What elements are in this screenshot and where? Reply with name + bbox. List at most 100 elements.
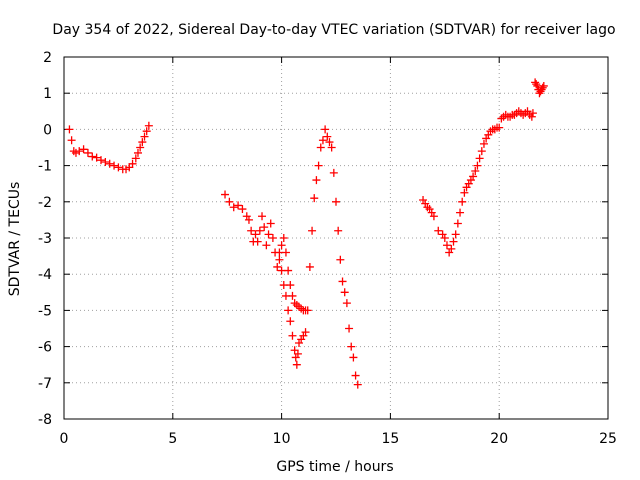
y-tick-label: -5 — [38, 303, 52, 319]
x-tick-labels: 0 5 10 15 20 25 — [60, 431, 617, 447]
series-segment-4 — [419, 123, 504, 257]
data-point — [258, 212, 267, 221]
data-point — [458, 197, 467, 206]
data-point — [347, 342, 356, 351]
data-point — [260, 223, 269, 232]
data-point — [136, 143, 145, 152]
y-tick-label: -2 — [38, 195, 52, 211]
data-point — [321, 125, 330, 134]
data-point — [255, 226, 264, 235]
data-point — [528, 109, 537, 118]
data-point — [334, 226, 343, 235]
axis-ticks — [63, 56, 609, 420]
data-point — [75, 147, 84, 156]
data-point — [292, 360, 301, 369]
series-segment-2 — [221, 190, 310, 315]
data-point — [453, 219, 462, 228]
y-tick-label: -1 — [38, 159, 52, 175]
data-point — [96, 156, 105, 165]
data-point — [323, 132, 332, 141]
data-point — [345, 324, 354, 333]
data-point — [105, 159, 114, 168]
data-point — [279, 234, 288, 242]
y-tick-labels: -8 -7 -6 -5 -4 -3 -2 -1 0 1 2 — [38, 50, 52, 428]
data-point — [128, 159, 137, 168]
data-point — [308, 226, 317, 235]
data-point — [312, 176, 321, 185]
data-point — [340, 288, 349, 297]
y-tick-label: -3 — [38, 231, 52, 247]
x-tick-label: 15 — [381, 431, 399, 447]
data-point — [273, 262, 282, 271]
data-point — [479, 139, 488, 148]
data-point — [83, 148, 92, 157]
data-point — [310, 194, 319, 203]
data-point — [225, 197, 234, 206]
y-tick-label: -7 — [38, 376, 52, 392]
data-point — [449, 237, 458, 246]
data-point — [65, 125, 74, 134]
data-point — [316, 143, 325, 152]
data-point — [314, 161, 323, 170]
data-point — [532, 80, 541, 89]
data-point — [264, 230, 273, 239]
data-point — [286, 317, 295, 326]
data-point — [301, 328, 310, 337]
data-point — [477, 147, 486, 156]
data-point — [318, 136, 327, 145]
data-point — [342, 299, 351, 308]
x-tick-label: 10 — [273, 431, 291, 447]
data-point — [67, 136, 76, 145]
data-point — [131, 154, 140, 163]
data-point — [327, 143, 336, 152]
data-point — [138, 138, 147, 147]
data-point — [284, 306, 293, 315]
y-tick-label: -8 — [38, 412, 52, 428]
x-tick-label: 0 — [60, 431, 69, 447]
data-point — [349, 353, 358, 362]
data-point — [101, 157, 110, 166]
data-point — [221, 190, 230, 199]
data-point — [277, 241, 286, 250]
data-point — [251, 230, 260, 239]
data-point — [325, 138, 334, 147]
data-point — [275, 255, 284, 264]
data-point — [140, 132, 149, 141]
data-point — [429, 212, 438, 221]
data-point — [442, 241, 451, 250]
data-point — [305, 262, 314, 271]
data-point — [142, 127, 151, 136]
data-point — [277, 266, 286, 275]
y-tick-label: 2 — [43, 50, 52, 66]
data-point — [275, 248, 284, 257]
data-point — [110, 161, 119, 170]
x-tick-label: 20 — [490, 431, 508, 447]
data-point — [440, 234, 449, 242]
series-segment-1 — [65, 121, 153, 174]
y-tick-label: 0 — [43, 122, 52, 138]
data-point — [538, 83, 547, 92]
data-point — [268, 234, 277, 242]
data-point — [88, 152, 97, 161]
data-point — [92, 153, 101, 162]
data-point — [279, 281, 288, 290]
y-tick-label: -4 — [38, 267, 52, 283]
data-point — [527, 112, 536, 121]
series-segment-3 — [275, 125, 362, 389]
data-point — [353, 380, 362, 389]
data-point — [288, 331, 297, 340]
data-point — [460, 188, 469, 197]
data-point — [238, 205, 247, 214]
data-point — [293, 349, 302, 358]
data-point — [332, 197, 340, 206]
data-marks — [65, 78, 548, 389]
data-point — [447, 244, 456, 253]
data-point — [79, 145, 88, 154]
data-point — [253, 237, 262, 246]
y-axis-label: SDTVAR / TECUs — [7, 182, 23, 297]
series-segment-6 — [531, 78, 548, 98]
data-point — [451, 230, 460, 239]
y-tick-label: -6 — [38, 340, 52, 356]
data-point — [266, 219, 275, 228]
